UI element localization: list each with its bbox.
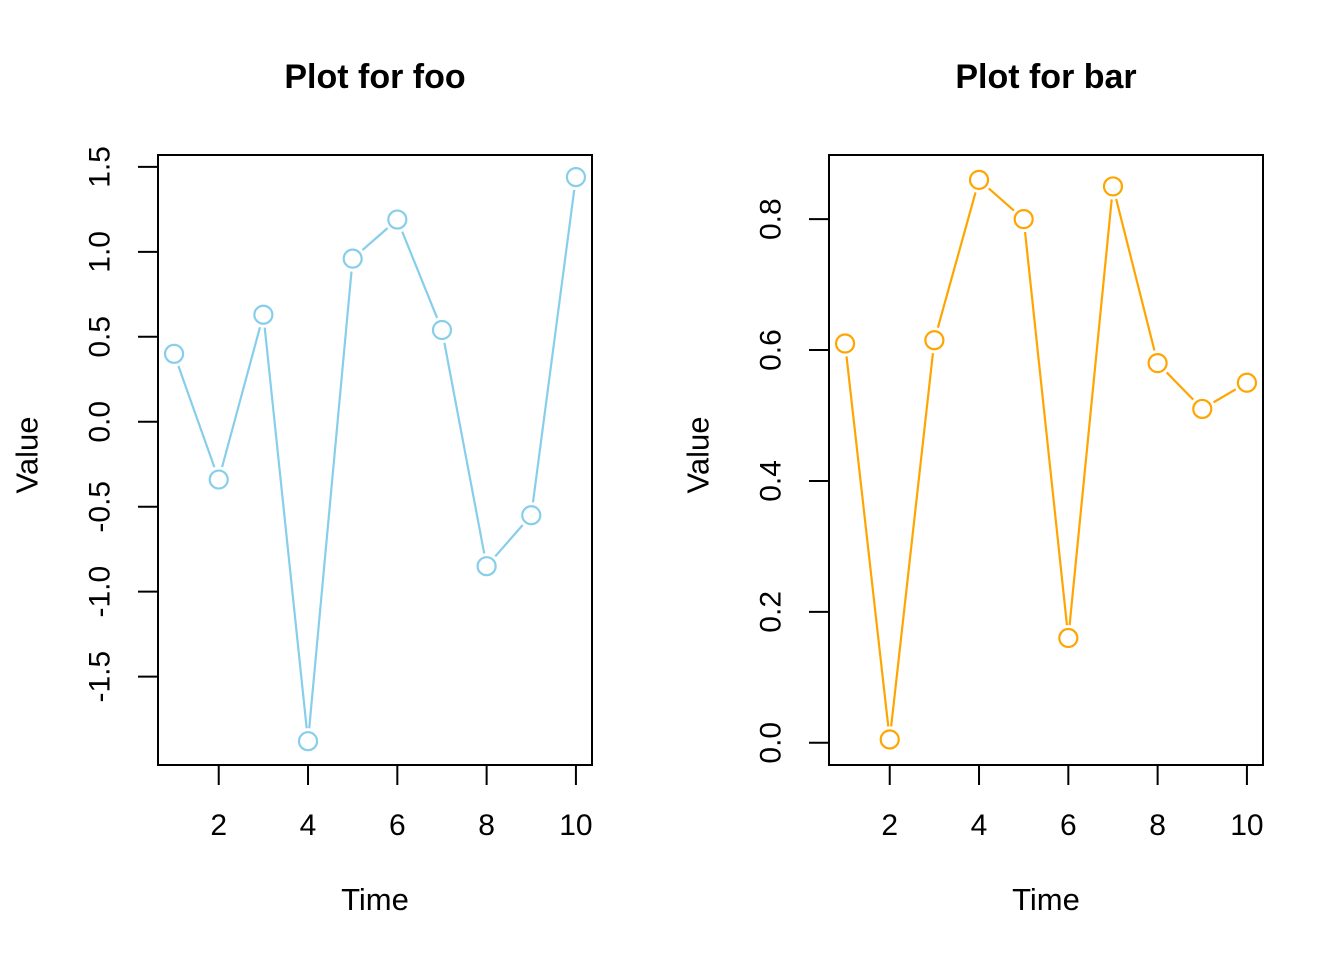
y-tick-label: 0.0 bbox=[755, 722, 788, 764]
data-point bbox=[387, 209, 408, 230]
data-point bbox=[968, 169, 990, 190]
plot-foo: 2 4 6 8 10 -1.5 -1.0 -0.5 0.0 0.5 1.0 1.5 bbox=[84, 146, 593, 842]
data-point bbox=[163, 343, 185, 364]
y-tick-label: 0.8 bbox=[755, 198, 788, 240]
data-line-segment bbox=[361, 227, 389, 251]
data-point bbox=[521, 505, 542, 526]
data-line-segment bbox=[890, 353, 935, 727]
data-point bbox=[1236, 372, 1258, 393]
y-tick-label: 0.5 bbox=[84, 316, 117, 358]
plot-bar-ylabel: Value bbox=[681, 417, 716, 494]
x-tick-label: 6 bbox=[1060, 809, 1077, 842]
data-line-segment bbox=[1068, 199, 1113, 626]
data-line-segment bbox=[443, 342, 486, 554]
data-point bbox=[834, 333, 856, 354]
plot-foo-title: Plot for foo bbox=[284, 58, 465, 96]
data-point bbox=[879, 729, 900, 750]
data-point bbox=[342, 248, 363, 269]
x-tick-label: 8 bbox=[478, 809, 495, 842]
x-tick-label: 4 bbox=[971, 809, 988, 842]
y-tick-label: 0.2 bbox=[755, 591, 788, 633]
plot-box bbox=[828, 154, 1264, 766]
data-line-segment bbox=[177, 365, 216, 468]
plot-bar-xlabel: Time bbox=[1012, 882, 1080, 917]
x-tick-label: 8 bbox=[1149, 809, 1166, 842]
data-point bbox=[253, 304, 274, 325]
data-line-segment bbox=[221, 326, 262, 468]
data-line-segment bbox=[401, 231, 439, 319]
data-point bbox=[565, 166, 587, 188]
data-line-segment bbox=[936, 192, 977, 328]
data-point bbox=[1058, 627, 1079, 649]
plots-layer: 2 4 6 8 10 -1.5 -1.0 -0.5 0.0 0.5 1.0 1.5 2 4 6 8 10 0.0 0… bbox=[84, 146, 1264, 842]
y-tick-label: -1.5 bbox=[84, 651, 117, 703]
plot-foo-xlabel: Time bbox=[341, 882, 409, 917]
data-point bbox=[1192, 398, 1213, 420]
y-tick-label: -0.5 bbox=[84, 481, 117, 533]
data-line-segment bbox=[494, 524, 524, 558]
y-tick-label: -1.0 bbox=[84, 566, 117, 618]
data-point bbox=[924, 330, 945, 351]
plot-bar-title: Plot for bar bbox=[955, 58, 1136, 96]
data-line-segment bbox=[263, 327, 308, 729]
x-tick-label: 4 bbox=[300, 809, 317, 842]
y-tick-label: 0.6 bbox=[755, 329, 788, 371]
data-line-segment bbox=[1165, 371, 1194, 401]
data-point bbox=[476, 556, 497, 577]
y-tick-label: 0.0 bbox=[84, 401, 117, 443]
x-tick-label: 2 bbox=[210, 809, 227, 842]
x-tick-label: 6 bbox=[389, 809, 406, 842]
y-tick-label: 0.4 bbox=[755, 460, 788, 502]
data-line-segment bbox=[1212, 388, 1237, 404]
data-line-segment bbox=[1115, 198, 1156, 351]
data-point bbox=[1013, 209, 1034, 230]
plot-foo-ylabel: Value bbox=[10, 417, 45, 494]
data-point bbox=[431, 319, 453, 341]
y-tick-label: 1.5 bbox=[84, 146, 117, 188]
data-point bbox=[1147, 353, 1168, 374]
data-line-segment bbox=[845, 356, 890, 727]
data-line-segment bbox=[531, 189, 576, 503]
data-point bbox=[297, 731, 319, 752]
y-tick-label: 1.0 bbox=[84, 231, 117, 273]
plot-box bbox=[157, 154, 593, 766]
data-line-segment bbox=[1023, 231, 1069, 626]
x-tick-label: 10 bbox=[1230, 809, 1263, 842]
data-line-segment bbox=[308, 271, 353, 729]
plot-bar: 2 4 6 8 10 0.0 0.2 0.4 0.6 0.8 bbox=[755, 154, 1264, 842]
data-point bbox=[1102, 176, 1124, 197]
x-tick-label: 10 bbox=[559, 809, 592, 842]
data-point bbox=[208, 469, 229, 490]
x-tick-label: 2 bbox=[881, 809, 898, 842]
data-line-segment bbox=[988, 187, 1015, 212]
